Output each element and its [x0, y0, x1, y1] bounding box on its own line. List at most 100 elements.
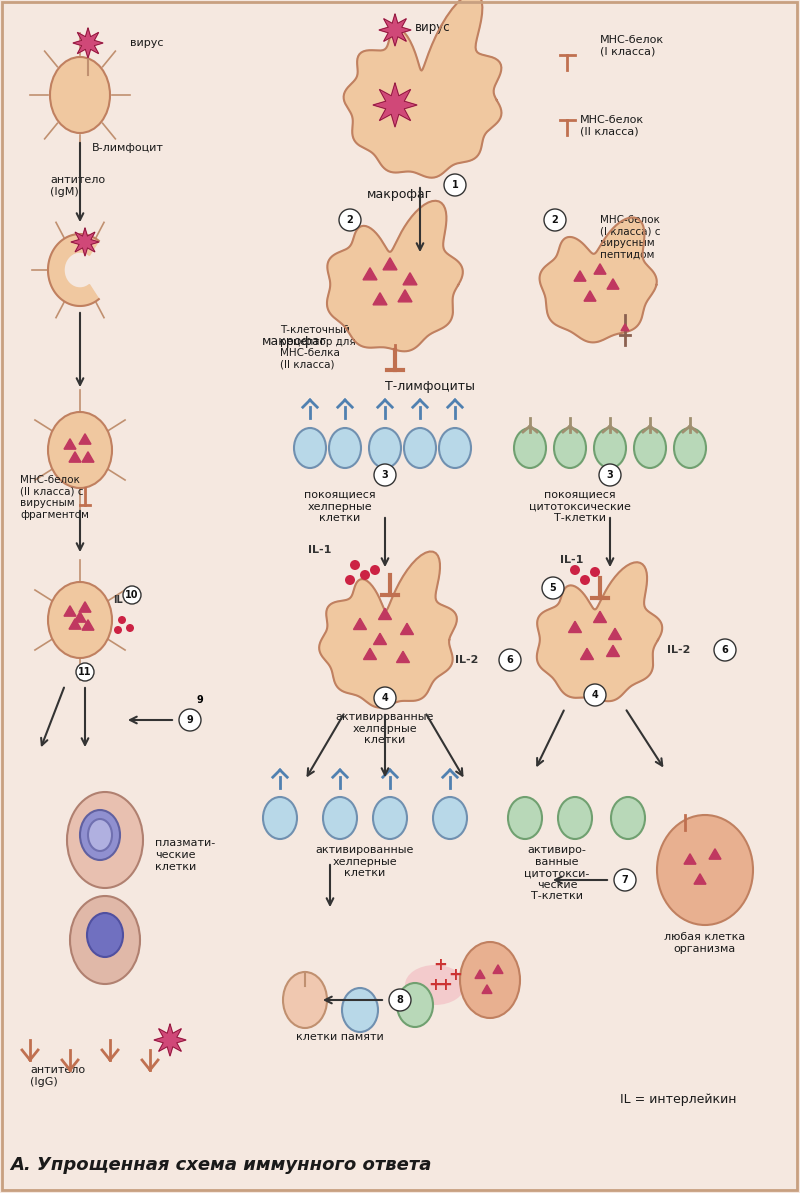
Ellipse shape [369, 428, 401, 468]
Text: 8: 8 [397, 995, 403, 1005]
Ellipse shape [70, 896, 140, 984]
Text: покоящиеся
цитотоксические
Т-клетки: покоящиеся цитотоксические Т-клетки [529, 490, 631, 524]
Circle shape [118, 616, 126, 624]
Text: 5: 5 [550, 583, 556, 593]
Polygon shape [79, 434, 91, 444]
Text: плазмати-
ческие
клетки: плазмати- ческие клетки [155, 839, 215, 872]
Ellipse shape [88, 820, 112, 851]
Polygon shape [569, 622, 582, 632]
Text: Т-лимфоциты: Т-лимфоциты [385, 381, 475, 392]
Ellipse shape [405, 965, 465, 1005]
Polygon shape [363, 648, 377, 660]
Text: 11: 11 [78, 667, 92, 676]
Ellipse shape [48, 412, 112, 488]
Polygon shape [74, 612, 86, 623]
Text: 1: 1 [452, 180, 458, 190]
Polygon shape [363, 267, 377, 280]
Text: вирус: вирус [415, 21, 450, 35]
Text: вирус: вирус [130, 38, 163, 48]
Text: 4: 4 [382, 693, 388, 703]
Polygon shape [344, 0, 502, 178]
Polygon shape [537, 562, 662, 701]
Text: +: + [448, 966, 462, 984]
Circle shape [370, 565, 380, 575]
Text: IL-1: IL-1 [560, 555, 583, 565]
Polygon shape [64, 439, 76, 449]
Text: 9: 9 [186, 715, 194, 725]
Text: МНС-белок
(I класса) с
вирусным
пептидом: МНС-белок (I класса) с вирусным пептидом [600, 215, 661, 260]
Text: 6: 6 [506, 655, 514, 665]
Polygon shape [319, 551, 457, 707]
Circle shape [345, 575, 355, 585]
Text: клетки памяти: клетки памяти [296, 1032, 384, 1041]
Text: антитело
(IgM): антитело (IgM) [50, 175, 105, 197]
Circle shape [542, 577, 564, 599]
Circle shape [714, 639, 736, 661]
Ellipse shape [294, 428, 326, 468]
Ellipse shape [634, 428, 666, 468]
Polygon shape [73, 27, 103, 58]
Circle shape [584, 684, 606, 706]
Text: 3: 3 [606, 470, 614, 480]
Polygon shape [69, 619, 81, 629]
Polygon shape [327, 200, 462, 351]
Polygon shape [383, 258, 397, 270]
Polygon shape [82, 620, 94, 630]
Polygon shape [606, 645, 619, 656]
Polygon shape [64, 606, 76, 616]
Text: антитело
(IgG): антитело (IgG) [30, 1065, 85, 1087]
Circle shape [339, 209, 361, 231]
Ellipse shape [80, 810, 120, 860]
Circle shape [580, 575, 590, 585]
Circle shape [374, 687, 396, 709]
Polygon shape [539, 217, 657, 342]
Ellipse shape [87, 913, 123, 957]
Circle shape [76, 663, 94, 681]
Polygon shape [82, 452, 94, 462]
Polygon shape [398, 290, 412, 302]
Ellipse shape [508, 797, 542, 839]
Ellipse shape [439, 428, 471, 468]
Polygon shape [354, 618, 366, 630]
Text: 3: 3 [382, 470, 388, 480]
Polygon shape [493, 965, 503, 973]
Polygon shape [607, 279, 619, 289]
Ellipse shape [373, 797, 407, 839]
Circle shape [179, 709, 201, 731]
Text: IL = интерлейкин: IL = интерлейкин [620, 1094, 737, 1106]
Text: IL-2: IL-2 [667, 645, 690, 655]
Circle shape [374, 464, 396, 486]
Text: покоящиеся
хелперные
клетки: покоящиеся хелперные клетки [304, 490, 376, 524]
Text: А. Упрощенная схема иммунного ответа: А. Упрощенная схема иммунного ответа [10, 1156, 431, 1174]
Circle shape [590, 567, 600, 577]
Text: 4: 4 [592, 690, 598, 700]
Text: 7: 7 [622, 874, 628, 885]
Polygon shape [373, 292, 387, 305]
Text: активиро-
ванные
цитотокси-
ческие
Т-клетки: активиро- ванные цитотокси- ческие Т-кле… [524, 845, 590, 902]
Polygon shape [48, 234, 99, 305]
Ellipse shape [594, 428, 626, 468]
Text: активированные
хелперные
клетки: активированные хелперные клетки [336, 712, 434, 746]
Ellipse shape [67, 792, 143, 888]
Circle shape [123, 586, 141, 604]
Polygon shape [574, 271, 586, 282]
Ellipse shape [283, 972, 327, 1028]
Ellipse shape [657, 815, 753, 925]
Ellipse shape [558, 797, 592, 839]
Ellipse shape [674, 428, 706, 468]
Ellipse shape [433, 797, 467, 839]
Ellipse shape [460, 942, 520, 1018]
Polygon shape [373, 84, 417, 126]
Polygon shape [694, 873, 706, 884]
Ellipse shape [404, 428, 436, 468]
Text: 2: 2 [552, 215, 558, 225]
Polygon shape [71, 228, 99, 256]
Text: макрофаг: макрофаг [262, 335, 328, 348]
Polygon shape [684, 854, 696, 864]
Text: МНС-белок
(II класса): МНС-белок (II класса) [580, 115, 644, 137]
Polygon shape [378, 608, 391, 619]
Ellipse shape [611, 797, 645, 839]
Polygon shape [584, 291, 596, 301]
Circle shape [614, 869, 636, 891]
Polygon shape [79, 601, 91, 612]
